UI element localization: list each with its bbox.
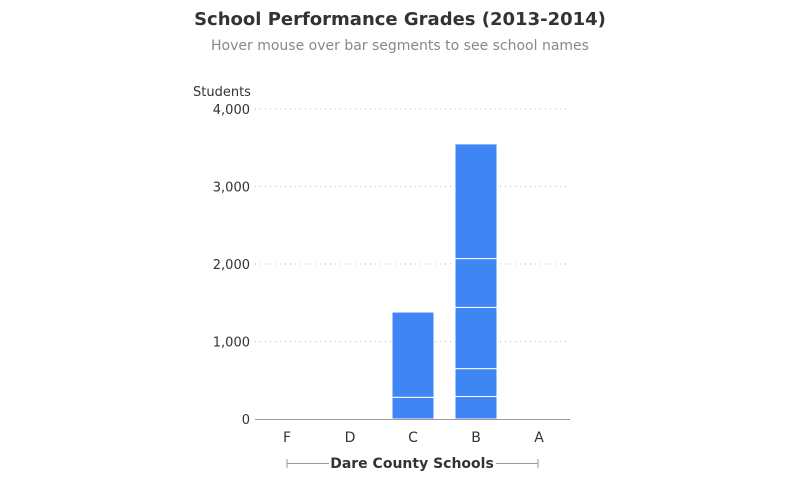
y-tick-label: 4,000 (213, 103, 250, 118)
x-tick-label: A (534, 430, 544, 446)
chart-subtitle: Hover mouse over bar segments to see sch… (0, 38, 800, 54)
chart-subtitle-text: Hover mouse over bar segments to see sch… (211, 38, 589, 54)
y-tick-label: 1,000 (213, 336, 250, 351)
x-tick-label: C (408, 430, 418, 446)
y-axis-label: Students (193, 85, 251, 100)
y-tick-label: 0 (242, 413, 250, 428)
gridlines (255, 108, 570, 342)
y-tick-label: 2,000 (213, 258, 250, 273)
bar-segment[interactable] (454, 368, 498, 398)
x-tick-label: D (345, 430, 356, 446)
x-axis-label-group: Dare County Schools (286, 456, 539, 472)
bar-segment[interactable] (454, 306, 498, 370)
bar-segment[interactable] (391, 311, 435, 398)
bar-segment[interactable] (454, 396, 498, 420)
bar-segment[interactable] (391, 396, 435, 420)
y-tick-label: 3,000 (213, 181, 250, 196)
x-tick-label: B (471, 430, 481, 446)
chart-title: School Performance Grades (2013-2014) (194, 9, 606, 30)
bar-segment[interactable] (454, 258, 498, 308)
y-axis-ticks: 0 1,000 2,000 3,000 4,000 (213, 103, 250, 428)
x-tick-label: F (283, 430, 291, 446)
bar-group (391, 143, 498, 420)
bar-segment[interactable] (454, 143, 498, 260)
x-axis-label: Dare County Schools (330, 456, 494, 472)
